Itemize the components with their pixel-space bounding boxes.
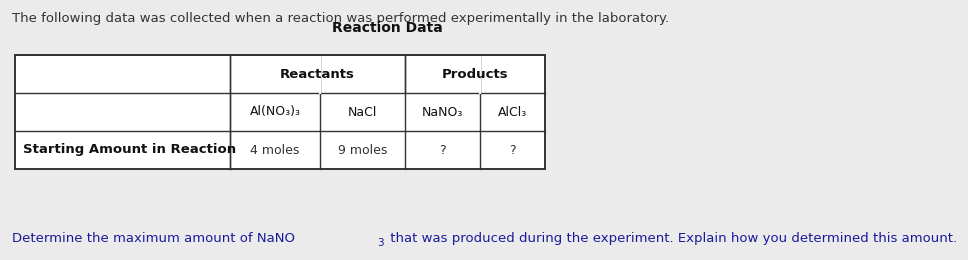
Text: 4 moles: 4 moles <box>251 144 300 157</box>
Text: NaNO₃: NaNO₃ <box>422 106 463 119</box>
Text: ?: ? <box>509 144 516 157</box>
Text: Reactants: Reactants <box>280 68 355 81</box>
Text: Al(NO₃)₃: Al(NO₃)₃ <box>250 106 300 119</box>
Text: NaCl: NaCl <box>348 106 378 119</box>
Bar <box>15 55 545 169</box>
Text: AlCl₃: AlCl₃ <box>498 106 528 119</box>
Text: Determine the maximum amount of NaNO: Determine the maximum amount of NaNO <box>12 232 295 245</box>
Text: ?: ? <box>439 144 446 157</box>
Text: 3: 3 <box>378 237 383 248</box>
Text: Reaction Data: Reaction Data <box>332 21 443 35</box>
Text: that was produced during the experiment. Explain how you determined this amount.: that was produced during the experiment.… <box>385 232 956 245</box>
Text: Starting Amount in Reaction: Starting Amount in Reaction <box>23 144 236 157</box>
Text: Products: Products <box>441 68 508 81</box>
Text: The following data was collected when a reaction was performed experimentally in: The following data was collected when a … <box>12 12 669 25</box>
Text: 9 moles: 9 moles <box>338 144 387 157</box>
